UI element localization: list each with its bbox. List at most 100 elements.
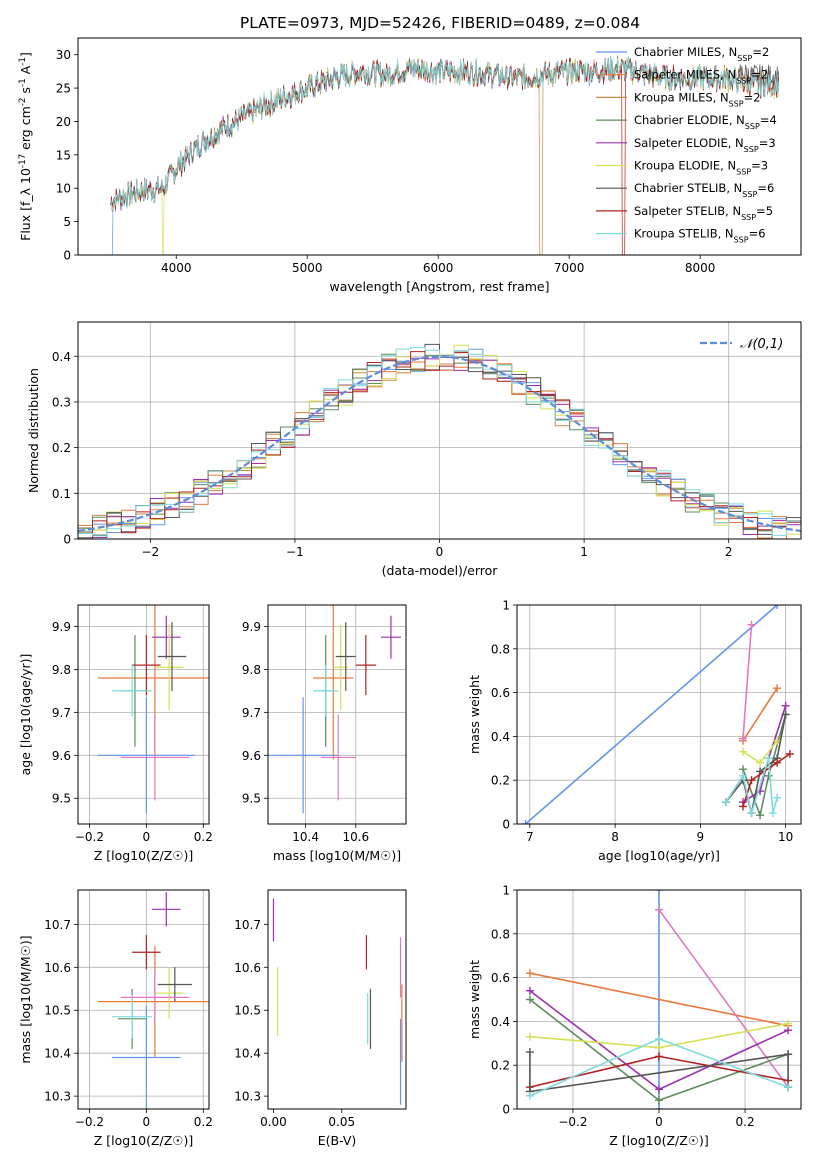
spectrum-ytick-label: 20 xyxy=(56,115,71,129)
z_age-data-point xyxy=(97,697,195,814)
age_weight-plus-marker xyxy=(747,776,756,785)
spectrum-xtick-label: 4000 xyxy=(161,261,192,275)
age_weight-series-line xyxy=(725,714,787,814)
ebv_mass-ytick-label: 10.4 xyxy=(234,1047,261,1061)
spectrum-legend-label: Salpeter STELIB, NSSP=5 xyxy=(634,204,773,222)
spectrum-series-line xyxy=(110,55,780,255)
mass_age-data-point xyxy=(268,697,339,814)
mass_age-frame xyxy=(267,604,407,825)
z_age-xtick-label: 0.2 xyxy=(194,830,213,844)
age_weight-plus-marker xyxy=(764,771,773,780)
ebv_mass-xtick-label: 0.05 xyxy=(328,1115,355,1129)
age_weight-series-line xyxy=(742,705,787,803)
z_weight-plus-marker xyxy=(784,1083,793,1092)
z_mass-panel: −0.2 0 0.2 10.3 10.4 10.5 10.6 10.7 Z [log10(Z/Z… xyxy=(18,889,213,1148)
age_weight-series-line xyxy=(742,687,778,742)
age_weight-xlabel: age [log10(age/yr)] xyxy=(598,848,720,863)
z_age-ytick-label: 9.8 xyxy=(52,663,71,677)
z_weight-series-line xyxy=(529,1052,789,1093)
z_mass-data-point xyxy=(112,995,153,1039)
age_weight-plus-marker xyxy=(739,747,748,756)
age_weight-plus-marker xyxy=(756,787,765,796)
age_weight-ytick-label: 0.8 xyxy=(491,642,510,656)
age_weight-plus-marker xyxy=(739,802,748,811)
age_weight-plus-marker xyxy=(747,620,756,629)
gaussian-reference-line xyxy=(78,355,801,533)
age_weight-plus-marker xyxy=(773,605,782,609)
age_weight-frame xyxy=(516,604,802,825)
age_weight-ytick-label: 0.4 xyxy=(491,730,510,744)
z_mass-data-point xyxy=(112,1005,181,1109)
age_weight-ytick-label: 0 xyxy=(502,818,510,832)
z_mass-frame xyxy=(77,889,210,1110)
z_weight-xlabel: Z [log10(Z/Z☉)] xyxy=(609,1133,709,1148)
z_age-ytick-label: 9.7 xyxy=(52,706,71,720)
mass_age-xtick-label: 10.6 xyxy=(342,830,369,844)
age_weight-xtick-label: 10 xyxy=(778,830,793,844)
z_age-data-point xyxy=(120,714,190,801)
z_age-plot-area xyxy=(97,605,209,814)
residuals-xtick-label: 0 xyxy=(436,545,444,559)
z_mass-xtick-label: 0.2 xyxy=(194,1115,213,1129)
spectrum-xlabel: wavelength [Angstrom, rest frame] xyxy=(329,279,549,294)
z_weight-ytick-label: 0.8 xyxy=(491,927,510,941)
residuals-panel: −2 −1 0 1 2 0 0.1 0.2 0.3 0.4 (data-model)/error No… xyxy=(26,321,802,578)
z_weight-plus-marker xyxy=(784,1050,793,1059)
ebv_mass-ytick-label: 10.6 xyxy=(234,961,261,975)
z_mass-ytick-label: 10.4 xyxy=(44,1047,71,1061)
spectrum-legend-label: Chabrier MILES, NSSP=2 xyxy=(634,45,769,63)
age_weight-plus-marker xyxy=(756,811,765,820)
spectrum-plot-area xyxy=(110,55,780,255)
z_weight-plus-marker xyxy=(655,890,663,894)
mass_age-data-point xyxy=(313,665,339,717)
z_mass-data-point xyxy=(132,935,161,970)
residuals-frame xyxy=(77,321,802,540)
z_weight-plus-marker xyxy=(525,969,534,978)
z_weight-plus-marker xyxy=(655,1034,663,1043)
age_weight-ytick-label: 1 xyxy=(502,599,510,613)
z_age-data-point xyxy=(154,624,184,711)
z_mass-data-point xyxy=(120,971,190,1024)
spectrum-legend-label: Salpeter MILES, NSSP=2 xyxy=(634,68,768,86)
z_age-xlabel: Z [log10(Z/Z☉)] xyxy=(94,848,194,863)
ebv_mass-ytick-label: 10.5 xyxy=(234,1004,261,1018)
spectrum-legend-label: Chabrier STELIB, NSSP=6 xyxy=(634,181,774,199)
z_weight-ylabel: mass weight xyxy=(467,960,482,1039)
z_weight-plus-marker xyxy=(655,1043,663,1052)
z_weight-plus-marker xyxy=(525,986,534,995)
z_weight-frame xyxy=(516,889,802,1110)
residuals-xtick-label: −2 xyxy=(141,545,159,559)
age_weight-ylabel: mass weight xyxy=(467,675,482,754)
z_weight-plus-marker xyxy=(655,1052,663,1061)
residual-histogram xyxy=(78,351,801,539)
z_weight-plus-marker xyxy=(525,1091,534,1100)
z_mass-data-point xyxy=(152,892,181,927)
spectrum-series-line xyxy=(110,55,780,211)
z_weight-ytick-label: 0.2 xyxy=(491,1059,510,1073)
spectrum-ytick-label: 30 xyxy=(56,48,71,62)
z_age-panel: −0.2 0 0.2 9.5 9.6 9.7 9.8 9.9 Z [log10(Z/Z☉)] ag… xyxy=(18,604,213,863)
z_weight-plus-marker xyxy=(655,905,663,914)
age_weight-plus-marker xyxy=(721,798,730,807)
z_mass-xtick-label: −0.2 xyxy=(75,1115,104,1129)
age_weight-series-line xyxy=(742,714,787,819)
z_weight-panel: −0.2 0 0.2 0 0.2 0.4 0.6 0.8 1 Z [log10(Z/Z☉)] mas… xyxy=(467,884,802,1148)
mass_age-ytick-label: 9.6 xyxy=(242,749,261,763)
z_age-frame xyxy=(77,604,210,825)
spectrum-ytick-label: 0 xyxy=(63,249,71,263)
residuals-ytick-label: 0.3 xyxy=(52,395,71,409)
age_weight-xtick-label: 7 xyxy=(526,830,534,844)
z_weight-ytick-label: 0.4 xyxy=(491,1015,510,1029)
z_weight-ytick-label: 1 xyxy=(502,884,510,898)
age_weight-plus-marker xyxy=(773,684,782,693)
spectrum-xtick-label: 8000 xyxy=(685,261,716,275)
spectrum-legend-label: Kroupa ELODIE, NSSP=3 xyxy=(634,159,768,177)
z_age-data-point xyxy=(157,622,187,691)
age_weight-plus-marker xyxy=(764,754,773,763)
mass_age-data-point xyxy=(380,615,401,659)
mass_age-data-point xyxy=(320,714,356,801)
age_weight-plus-marker xyxy=(768,809,777,818)
ebv_mass-plot-area xyxy=(272,898,403,1105)
residuals-plot-area xyxy=(78,343,801,539)
z_mass-data-point xyxy=(154,967,184,1019)
